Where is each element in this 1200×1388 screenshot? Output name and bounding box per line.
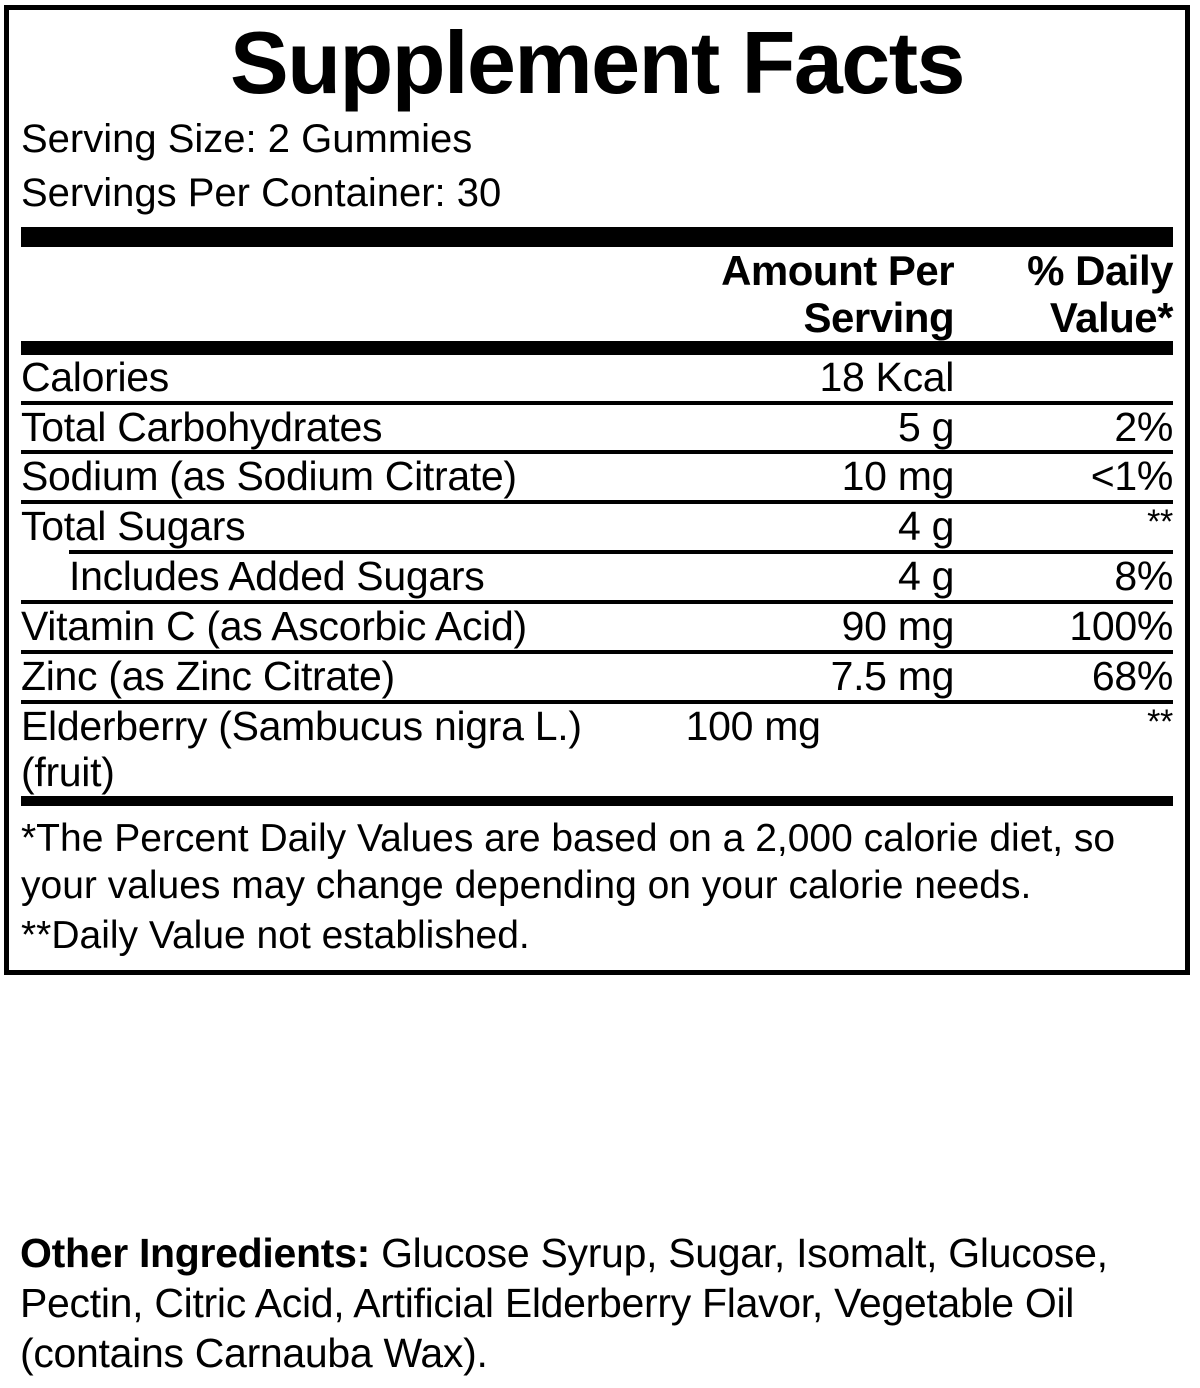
table-row: Total Sugars 4 g ** [21,503,1173,550]
nutrition-rows: Calories 18 Kcal [21,353,1173,401]
row-amount: 4 g [898,503,955,550]
footnotes-section: *The Percent Daily Values are based on a… [21,806,1173,970]
nutrition-rows: Total Sugars 4 g ** [21,503,1173,550]
row-divider [21,400,1173,405]
footnote-daily-value: *The Percent Daily Values are based on a… [21,816,1116,907]
row-divider [21,699,1173,704]
row-amount: 4 g [898,553,955,600]
column-header-percent-daily-value: % Daily Value* [1027,246,1173,341]
row-daily-value: 68% [1091,653,1173,700]
divider-medium-header [21,340,1173,355]
row-daily-value: <1% [1090,453,1174,500]
row-daily-value: ** [954,504,1173,550]
nutrition-rows: Vitamin C (as Ascorbic Acid) 90 mg 100% [21,603,1173,650]
row-label: Total Carbohydrates [21,403,383,450]
nutrition-rows: Includes Added Sugars 4 g 8% [21,553,1173,600]
divider-thick-top [21,226,1173,247]
row-divider [21,500,1173,505]
column-header-amount-per-serving: Amount Per Serving [721,246,955,341]
column-header-name [21,247,678,341]
servings-per-container: Servings Per Container: 30 [21,171,502,216]
daily-value-footnote-marker: ** [1147,503,1173,542]
row-divider [21,650,1173,655]
row-amount: 90 mg [841,603,955,650]
other-ingredients-label: Other Ingredients: [20,1230,370,1276]
nutrition-rows: Elderberry (Sambucus nigra L.) (fruit) 1… [21,702,1173,796]
row-amount: 18 Kcal [819,353,955,400]
row-daily-value: ** [954,704,1173,796]
row-amount: 5 g [898,403,955,450]
other-ingredients-text: Glucose Syrup, Sugar, Isomalt, Glucose, … [20,1230,1108,1377]
row-divider [21,450,1173,455]
row-label: Elderberry (Sambucus nigra L.) (fruit) [21,702,582,795]
other-ingredients-spacer [370,1230,381,1276]
table-row: Sodium (as Sodium Citrate) 10 mg <1% [21,453,1174,500]
row-label: Vitamin C (as Ascorbic Acid) [21,603,527,650]
row-label: Calories [21,353,169,400]
table-row: Vitamin C (as Ascorbic Acid) 90 mg 100% [21,603,1173,650]
row-label: Total Sugars [21,503,246,550]
row-divider [21,600,1173,605]
other-ingredients-section: Other Ingredients: Glucose Syrup, Sugar,… [20,1228,1180,1378]
nutrition-rows: Sodium (as Sodium Citrate) 10 mg <1% [21,453,1174,500]
row-label: Zinc (as Zinc Citrate) [21,653,395,700]
table-row: Total Carbohydrates 5 g 2% [21,403,1173,451]
supplement-facts-panel: Supplement Facts Serving Size: 2 Gummies… [4,5,1190,976]
row-daily-value [954,355,1173,401]
row-daily-value: 8% [1114,553,1173,600]
table-row: Elderberry (Sambucus nigra L.) (fruit) 1… [21,702,1173,796]
row-divider-indented [69,550,1173,555]
row-label: Sodium (as Sodium Citrate) [21,453,517,500]
nutrition-table: Amount Per Serving % Daily Value* [21,247,1173,341]
table-row: Zinc (as Zinc Citrate) 7.5 mg 68% [21,653,1173,700]
table-row: Includes Added Sugars 4 g 8% [21,553,1173,600]
nutrition-rows: Zinc (as Zinc Citrate) 7.5 mg 68% [21,653,1173,700]
row-daily-value: 100% [1069,603,1173,650]
row-amount: 7.5 mg [830,653,955,700]
table-row: Calories 18 Kcal [21,353,1173,401]
row-label: Includes Added Sugars [69,553,485,600]
serving-size: Serving Size: 2 Gummies [21,116,473,161]
row-daily-value: 2% [1114,403,1173,450]
footnote-not-established: **Daily Value not established. [21,914,530,958]
row-amount: 10 mg [841,453,955,500]
daily-value-footnote-marker: ** [1147,702,1173,741]
divider-footnote [21,795,1173,806]
page-title: Supplement Facts [230,13,965,112]
nutrition-rows: Total Carbohydrates 5 g 2% [21,403,1173,451]
table-header-row: Amount Per Serving % Daily Value* [21,247,1173,341]
serving-info: Serving Size: 2 Gummies Servings Per Con… [21,112,1173,221]
row-amount: 100 mg [685,702,821,749]
